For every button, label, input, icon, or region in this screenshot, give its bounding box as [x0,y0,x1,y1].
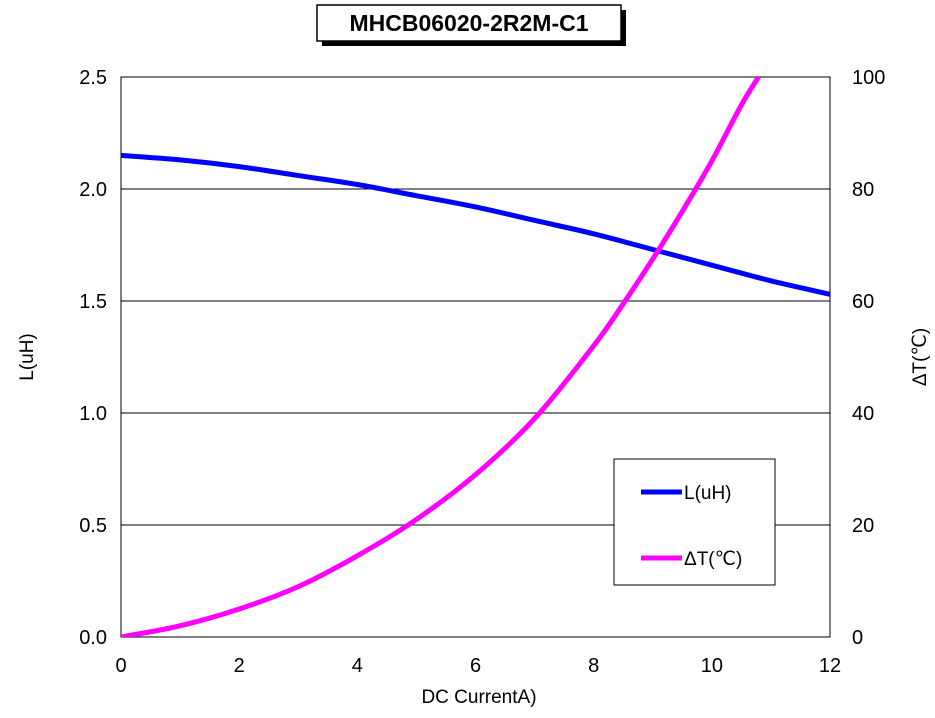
y-right-tick-label: 0 [852,627,863,649]
y-right-tick-label: 60 [852,291,874,313]
y-right-tick-label: 20 [852,515,874,537]
x-tick-label: 10 [701,655,723,677]
y-left-tick-label: 0.5 [79,515,107,537]
y-left-tick-label: 2.0 [79,179,107,201]
x-tick-label: 12 [819,655,841,677]
series-line-temperature [121,77,762,637]
x-tick-label: 4 [352,655,363,677]
series-lines [121,77,830,637]
y-axis-right-ticks: 0 20 40 60 80 100 [852,67,885,649]
y-axis-left-title: L(uH) [17,333,38,381]
y-right-tick-label: 80 [852,179,874,201]
x-axis-ticks: 0 2 4 6 8 10 12 [115,655,841,677]
y-right-tick-label: 100 [852,67,885,89]
legend-label-inductance: L(uH) [684,483,732,504]
y-right-tick-label: 40 [852,403,874,425]
y-left-tick-label: 1.0 [79,403,107,425]
x-tick-label: 8 [588,655,599,677]
legend-label-temperature: ΔT(℃) [684,549,742,570]
y-axis-left-ticks: 0.0 0.5 1.0 1.5 2.0 2.5 [79,67,107,649]
legend: L(uH) ΔT(℃) [613,458,776,586]
series-line-inductance [121,152,830,297]
y-left-tick-label: 1.5 [79,291,107,313]
y-left-tick-label: 0.0 [79,627,107,649]
x-tick-label: 2 [234,655,245,677]
legend-box [613,458,776,586]
x-tick-label: 0 [115,655,126,677]
x-axis-title: DC CurrentA) [421,687,536,708]
title-box [316,4,622,42]
y-axis-right-title: ΔT(℃) [910,328,931,386]
y-left-tick-label: 2.5 [79,67,107,89]
chart-title: MHCB06020-2R2M-C1 [349,10,588,36]
x-tick-label: 6 [470,655,481,677]
